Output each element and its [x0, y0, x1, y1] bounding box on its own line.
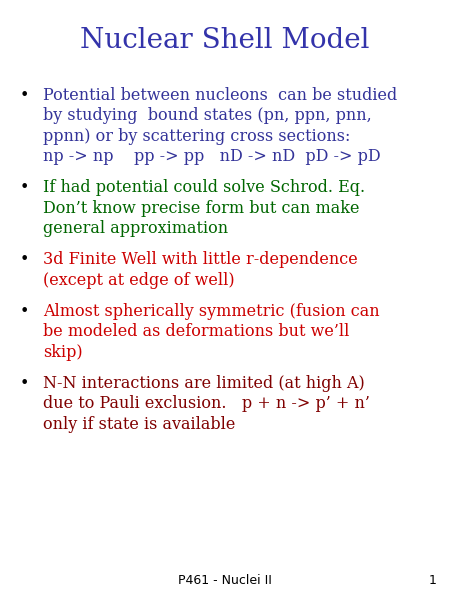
- Text: Nuclear Shell Model: Nuclear Shell Model: [80, 27, 370, 54]
- Text: P461 - Nuclei II: P461 - Nuclei II: [178, 574, 272, 587]
- Text: N-N interactions are limited (at high A): N-N interactions are limited (at high A): [43, 375, 365, 392]
- Text: •: •: [20, 251, 29, 268]
- Text: skip): skip): [43, 344, 82, 361]
- Text: ppnn) or by scattering cross sections:: ppnn) or by scattering cross sections:: [43, 128, 350, 145]
- Text: np -> np    pp -> pp   nD -> nD  pD -> pD: np -> np pp -> pp nD -> nD pD -> pD: [43, 148, 380, 165]
- Text: •: •: [20, 303, 29, 320]
- Text: •: •: [20, 87, 29, 104]
- Text: due to Pauli exclusion.   p + n -> p’ + n’: due to Pauli exclusion. p + n -> p’ + n’: [43, 395, 369, 412]
- Text: (except at edge of well): (except at edge of well): [43, 272, 234, 289]
- Text: be modeled as deformations but we’ll: be modeled as deformations but we’ll: [43, 323, 349, 340]
- Text: •: •: [20, 179, 29, 196]
- Text: Potential between nucleons  can be studied: Potential between nucleons can be studie…: [43, 87, 397, 104]
- Text: only if state is available: only if state is available: [43, 416, 235, 433]
- Text: If had potential could solve Schrod. Eq.: If had potential could solve Schrod. Eq.: [43, 179, 365, 196]
- Text: Almost spherically symmetric (fusion can: Almost spherically symmetric (fusion can: [43, 303, 379, 320]
- Text: •: •: [20, 375, 29, 392]
- Text: general approximation: general approximation: [43, 220, 228, 237]
- Text: 1: 1: [428, 574, 436, 587]
- Text: Don’t know precise form but can make: Don’t know precise form but can make: [43, 200, 359, 217]
- Text: by studying  bound states (pn, ppn, pnn,: by studying bound states (pn, ppn, pnn,: [43, 107, 372, 124]
- Text: 3d Finite Well with little r-dependence: 3d Finite Well with little r-dependence: [43, 251, 357, 268]
